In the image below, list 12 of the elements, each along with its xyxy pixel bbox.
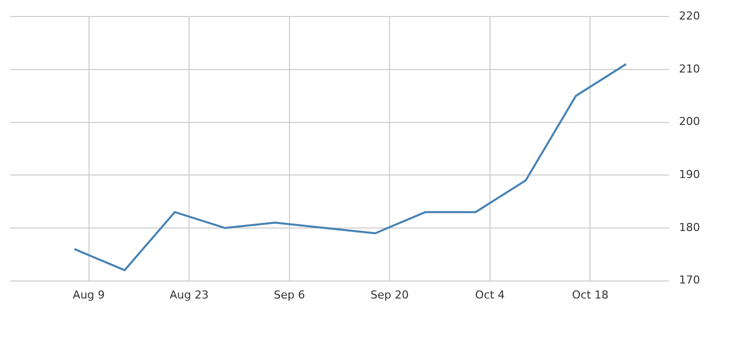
x-tick-label: Oct 18: [572, 288, 608, 302]
x-tick-label: Sep 20: [370, 288, 409, 302]
y-tick-label: 200: [679, 115, 700, 128]
x-tick-label: Aug 9: [72, 288, 105, 302]
x-tick-label: Oct 4: [475, 288, 505, 302]
y-tick-label: 180: [679, 220, 700, 234]
y-tick-label: 190: [679, 168, 700, 181]
x-tick-label: Aug 23: [170, 288, 209, 302]
x-tick-label: Sep 6: [274, 288, 305, 302]
y-tick-label: 210: [679, 62, 700, 76]
y-tick-label: 170: [679, 274, 700, 287]
y-tick-label: 220: [679, 9, 700, 22]
